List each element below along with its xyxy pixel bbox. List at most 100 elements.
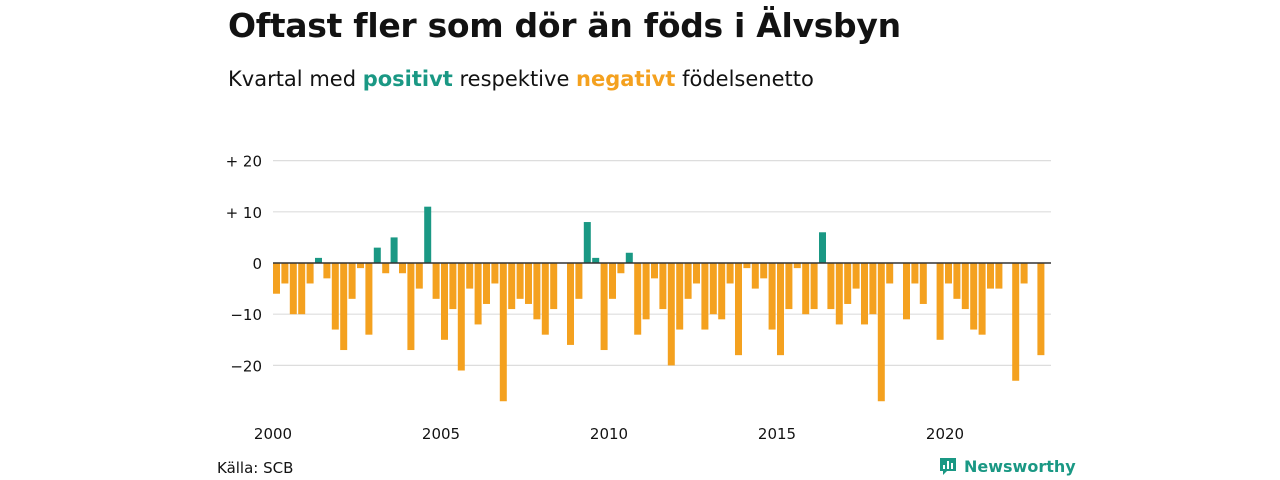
y-axis-ticks: + 20 + 10 0 −10 −20 bbox=[226, 153, 262, 376]
negative-bar bbox=[449, 263, 457, 310]
negative-bar bbox=[457, 263, 465, 371]
chart-subtitle: Kvartal med positivt respektive negativt… bbox=[228, 67, 814, 91]
negative-bar bbox=[886, 263, 894, 284]
negative-bar bbox=[709, 263, 717, 315]
negative-bar bbox=[348, 263, 356, 299]
negative-bar bbox=[357, 263, 364, 269]
negative-bar bbox=[919, 263, 927, 304]
negative-bar bbox=[945, 263, 952, 284]
subtitle-text-after: födelsenetto bbox=[675, 67, 814, 91]
negative-bar bbox=[474, 263, 482, 325]
negative-bar bbox=[466, 263, 474, 289]
negative-bar bbox=[777, 263, 784, 356]
negative-bar bbox=[323, 263, 331, 279]
negative-bar bbox=[995, 263, 1003, 289]
source-note: Källa: SCB bbox=[217, 459, 294, 477]
subtitle-negative-word: negativt bbox=[576, 67, 676, 91]
newsworthy-logo-icon bbox=[940, 458, 956, 475]
negative-bar bbox=[768, 263, 776, 330]
negative-bar bbox=[407, 263, 415, 351]
negative-bar bbox=[760, 263, 768, 279]
negative-bar bbox=[331, 263, 339, 330]
negative-bar bbox=[575, 263, 583, 299]
y-tick-label: −10 bbox=[230, 306, 262, 324]
negative-bar bbox=[533, 263, 541, 320]
chart-title: Oftast fler som dör än föds i Älvsbyn bbox=[228, 6, 901, 45]
negative-bar bbox=[911, 263, 919, 284]
positive-bar bbox=[373, 247, 381, 263]
x-tick-label: 2020 bbox=[926, 425, 964, 443]
negative-bar bbox=[785, 263, 793, 310]
negative-bar bbox=[382, 263, 390, 274]
negative-bar bbox=[793, 263, 801, 269]
negative-bar bbox=[541, 263, 549, 335]
y-tick-label: −20 bbox=[230, 357, 262, 375]
negative-bar bbox=[718, 263, 726, 320]
negative-bar bbox=[726, 263, 734, 284]
positive-bar bbox=[315, 257, 322, 263]
negative-bar bbox=[835, 263, 843, 325]
positive-bar bbox=[625, 252, 633, 263]
negative-bar bbox=[499, 263, 507, 402]
negative-bar bbox=[432, 263, 440, 299]
negative-bar bbox=[978, 263, 986, 335]
negative-bar bbox=[399, 263, 406, 274]
negative-bar bbox=[861, 263, 868, 325]
negative-bar bbox=[617, 263, 625, 274]
negative-bar bbox=[693, 263, 700, 284]
negative-bar bbox=[961, 263, 969, 310]
x-tick-label: 2015 bbox=[758, 425, 796, 443]
negative-bar bbox=[802, 263, 810, 315]
negative-bar bbox=[1037, 263, 1045, 356]
negative-bar bbox=[306, 263, 314, 284]
negative-bar bbox=[441, 263, 448, 340]
negative-bar bbox=[642, 263, 650, 320]
negative-bar bbox=[600, 263, 608, 351]
y-tick-label: 0 bbox=[252, 255, 262, 273]
negative-bar bbox=[827, 263, 835, 310]
x-tick-label: 2000 bbox=[254, 425, 292, 443]
negative-bar bbox=[550, 263, 558, 310]
negative-bar bbox=[735, 263, 742, 356]
negative-bar bbox=[659, 263, 667, 310]
negative-bar bbox=[903, 263, 910, 320]
negative-bar bbox=[609, 263, 616, 299]
negative-bar bbox=[415, 263, 423, 289]
negative-bar bbox=[684, 263, 692, 299]
positive-bar bbox=[424, 206, 432, 263]
grid-lines bbox=[273, 160, 1051, 366]
negative-bar bbox=[634, 263, 642, 335]
negative-bar bbox=[852, 263, 860, 289]
negative-bar bbox=[936, 263, 944, 340]
x-tick-label: 2005 bbox=[422, 425, 460, 443]
negative-bar bbox=[877, 263, 885, 402]
negative-bar bbox=[844, 263, 852, 304]
subtitle-positive-word: positivt bbox=[362, 67, 453, 91]
positive-bar bbox=[819, 232, 826, 263]
negative-bar bbox=[508, 263, 516, 310]
negative-bar bbox=[751, 263, 759, 289]
negative-bar bbox=[970, 263, 978, 330]
negative-bar bbox=[810, 263, 818, 310]
y-tick-label: + 20 bbox=[226, 153, 262, 171]
negative-bar bbox=[491, 263, 499, 284]
negative-bar bbox=[525, 263, 532, 304]
negative-bar bbox=[289, 263, 297, 315]
positive-bar bbox=[592, 257, 600, 263]
negative-bar bbox=[1012, 263, 1020, 381]
negative-bar bbox=[340, 263, 348, 351]
subtitle-text-before: Kvartal med bbox=[228, 67, 363, 91]
negative-bar bbox=[567, 263, 574, 345]
brand-name: Newsworthy bbox=[964, 456, 1076, 476]
x-axis-ticks: 2000 2005 2010 2015 2020 bbox=[254, 425, 964, 443]
bars bbox=[273, 206, 1045, 402]
y-tick-label: + 10 bbox=[226, 204, 262, 222]
negative-bar bbox=[298, 263, 306, 315]
negative-bar bbox=[1020, 263, 1028, 284]
brand-logo[interactable]: Newsworthy bbox=[938, 456, 1076, 476]
positive-bar bbox=[390, 237, 398, 263]
negative-bar bbox=[273, 263, 280, 294]
negative-bar bbox=[953, 263, 961, 299]
negative-bar bbox=[516, 263, 524, 299]
